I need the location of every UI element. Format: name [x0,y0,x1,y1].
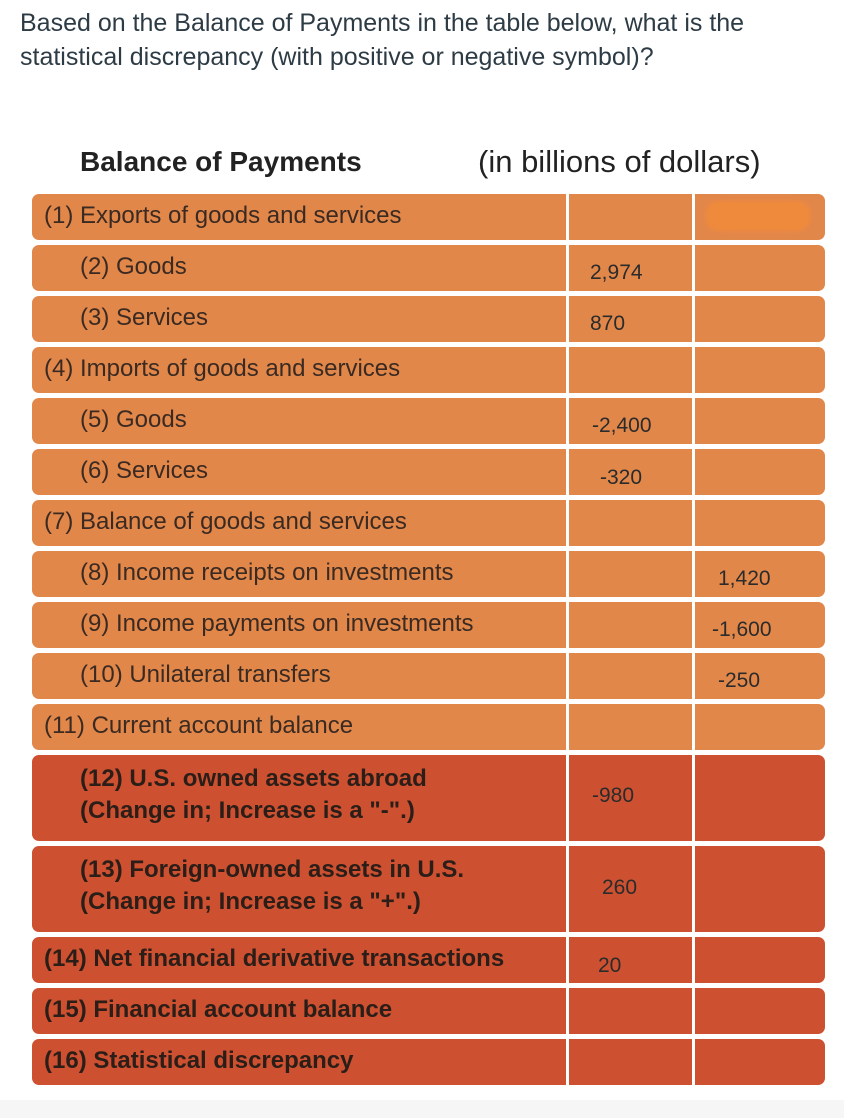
table-row: (12) U.S. owned assets abroad (Change in… [32,755,825,841]
row-label: (11) Current account balance [44,712,354,739]
row-label: (10) Unilateral transfers [80,661,331,688]
table-row: (2) Goods 2,974 [32,245,825,291]
row-value-col1: -320 [600,466,643,489]
table-header: Balance of Payments (in billions of doll… [32,136,827,192]
row-label-note: (Change in; Increase is a "-".) [80,797,415,824]
table-row: (5) Goods -2,400 [32,398,825,444]
row-label: (8) Income receipts on investments [80,559,454,586]
table-row: (7) Balance of goods and services [32,500,825,546]
row-label: (4) Imports of goods and services [44,355,401,382]
row-label: (1) Exports of goods and services [44,202,402,229]
row-label: (5) Goods [80,406,187,433]
table-row: (15) Financial account balance [32,988,825,1034]
row-label: (2) Goods [80,253,187,280]
row-value-col2: 1,420 [718,567,771,590]
row-value-col1: 2,974 [590,261,643,284]
row-value-col1: -980 [592,784,635,807]
row-value-col1: 20 [598,954,622,977]
row-label: (15) Financial account balance [44,996,393,1023]
table-row: (10) Unilateral transfers -250 [32,653,825,699]
table-row: (8) Income receipts on investments 1,420 [32,551,825,597]
row-label: (3) Services [80,304,209,331]
table-row: (1) Exports of goods and services [32,194,825,240]
row-label: (6) Services [80,457,209,484]
table-title: Balance of Payments [80,146,362,177]
highlight-mark [706,201,810,231]
row-label-note: (Change in; Increase is a "+".) [80,888,421,915]
row-label: (13) Foreign-owned assets in U.S. [80,856,465,883]
table-row: (11) Current account balance [32,704,825,750]
table-row: (14) Net financial derivative transactio… [32,937,825,983]
row-label: (7) Balance of goods and services [44,508,407,535]
table-row: (4) Imports of goods and services [32,347,825,393]
row-value-col2: -250 [718,669,761,692]
row-value-col1: 870 [590,312,626,335]
row-label: (9) Income payments on investments [80,610,474,637]
row-label: (14) Net financial derivative transactio… [44,945,505,972]
row-value-col1: -2,400 [592,414,652,437]
page-bottom-edge [0,1100,844,1118]
question-text: Based on the Balance of Payments in the … [20,9,745,71]
row-label: (16) Statistical discrepancy [44,1047,354,1074]
balance-of-payments-table: Balance of Payments (in billions of doll… [32,136,827,1085]
row-value-col2: -1,600 [712,618,772,641]
table-units: (in billions of dollars) [478,144,761,179]
table-row: (16) Statistical discrepancy [32,1039,825,1085]
table-row: (6) Services -320 [32,449,825,495]
table-row: (9) Income payments on investments -1,60… [32,602,825,648]
table-row: (3) Services 870 [32,296,825,342]
table-row: (13) Foreign-owned assets in U.S. (Chang… [32,846,825,932]
row-label: (12) U.S. owned assets abroad [80,765,427,792]
row-value-col1: 260 [602,876,638,899]
